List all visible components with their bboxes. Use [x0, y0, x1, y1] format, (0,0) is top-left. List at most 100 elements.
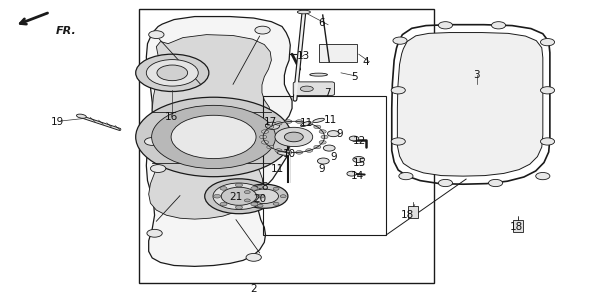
Text: 5: 5	[350, 72, 358, 82]
Circle shape	[280, 195, 286, 198]
Polygon shape	[149, 35, 271, 219]
Text: 19: 19	[51, 117, 64, 127]
Bar	[513, 220, 523, 232]
Ellipse shape	[300, 121, 311, 127]
Circle shape	[321, 135, 328, 139]
Circle shape	[314, 125, 321, 129]
Circle shape	[241, 184, 288, 208]
Bar	[408, 206, 418, 218]
Text: 15: 15	[353, 157, 366, 168]
Circle shape	[257, 194, 264, 198]
Text: 18: 18	[401, 210, 414, 220]
Circle shape	[306, 122, 313, 125]
Text: 17: 17	[264, 117, 277, 127]
Circle shape	[221, 187, 257, 205]
Circle shape	[267, 145, 274, 149]
Text: 11: 11	[271, 163, 284, 174]
Bar	[319, 44, 357, 62]
Circle shape	[149, 31, 164, 39]
Circle shape	[214, 194, 221, 198]
Circle shape	[136, 54, 209, 92]
Ellipse shape	[313, 118, 324, 123]
Bar	[139, 9, 434, 283]
Circle shape	[296, 120, 303, 123]
Circle shape	[391, 138, 405, 145]
Polygon shape	[398, 33, 543, 176]
Circle shape	[296, 150, 303, 154]
Circle shape	[255, 26, 270, 34]
Circle shape	[491, 22, 506, 29]
Ellipse shape	[77, 114, 86, 118]
Circle shape	[213, 183, 265, 209]
Text: FR.: FR.	[56, 26, 77, 36]
Circle shape	[275, 127, 313, 147]
Circle shape	[244, 199, 250, 202]
Polygon shape	[146, 17, 292, 266]
Circle shape	[244, 191, 250, 194]
Circle shape	[536, 172, 550, 180]
Circle shape	[266, 122, 280, 129]
Text: 7: 7	[324, 88, 331, 98]
Circle shape	[349, 136, 359, 141]
Circle shape	[251, 187, 258, 190]
Circle shape	[146, 60, 198, 86]
Circle shape	[285, 120, 292, 123]
Ellipse shape	[310, 73, 327, 76]
Text: 21: 21	[230, 192, 242, 202]
Text: 3: 3	[473, 70, 480, 80]
Circle shape	[438, 179, 453, 187]
Circle shape	[171, 115, 256, 159]
Circle shape	[399, 172, 413, 180]
Circle shape	[205, 179, 273, 214]
Circle shape	[391, 87, 405, 94]
Circle shape	[157, 65, 188, 81]
Circle shape	[136, 97, 291, 177]
Circle shape	[147, 229, 162, 237]
Text: 8: 8	[261, 182, 268, 192]
Circle shape	[260, 135, 267, 139]
Text: 11: 11	[324, 115, 337, 126]
Circle shape	[251, 202, 258, 206]
Circle shape	[235, 206, 242, 209]
Circle shape	[250, 189, 278, 203]
Text: 2: 2	[250, 284, 257, 294]
Circle shape	[284, 132, 303, 142]
Circle shape	[393, 37, 407, 44]
Circle shape	[319, 130, 326, 133]
Circle shape	[347, 171, 356, 176]
Circle shape	[323, 145, 335, 151]
Circle shape	[317, 158, 329, 164]
Text: 11: 11	[300, 118, 313, 129]
Circle shape	[540, 39, 555, 46]
Bar	[263, 96, 386, 235]
Text: 6: 6	[318, 17, 325, 28]
Circle shape	[235, 183, 242, 187]
Circle shape	[540, 87, 555, 94]
Text: 12: 12	[353, 136, 366, 147]
Circle shape	[489, 179, 503, 187]
Circle shape	[220, 187, 227, 190]
Circle shape	[257, 185, 263, 188]
Circle shape	[145, 138, 160, 145]
Circle shape	[273, 187, 279, 190]
Circle shape	[306, 149, 313, 152]
Circle shape	[275, 122, 282, 125]
Circle shape	[152, 105, 276, 169]
Text: 9: 9	[318, 163, 325, 174]
Circle shape	[327, 131, 339, 137]
Circle shape	[257, 204, 263, 207]
Circle shape	[273, 202, 279, 205]
Ellipse shape	[300, 86, 313, 92]
Circle shape	[220, 202, 227, 206]
Circle shape	[319, 141, 326, 144]
Circle shape	[150, 165, 166, 172]
Circle shape	[261, 141, 268, 144]
Ellipse shape	[277, 152, 289, 155]
Ellipse shape	[297, 10, 310, 14]
Circle shape	[540, 138, 555, 145]
Circle shape	[246, 253, 261, 261]
Text: 18: 18	[510, 222, 523, 232]
Circle shape	[267, 125, 274, 129]
Circle shape	[314, 145, 321, 149]
Circle shape	[261, 130, 268, 133]
